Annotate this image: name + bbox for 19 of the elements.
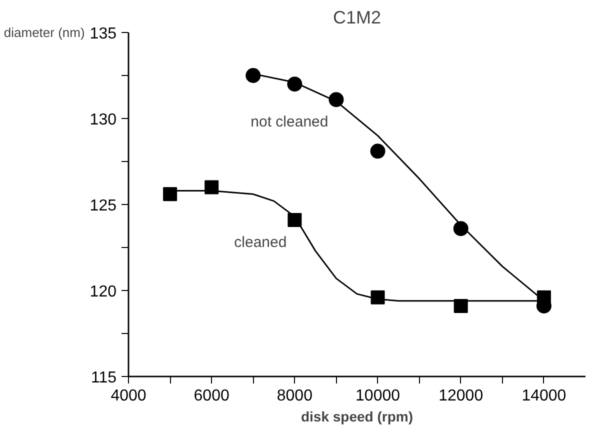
x-tick-label: 8000	[276, 388, 313, 404]
point	[246, 68, 261, 83]
y-tick-label: 130	[90, 112, 117, 128]
series-label: cleaned	[234, 234, 287, 251]
point	[370, 144, 386, 159]
chart-title: C1M2	[332, 8, 382, 28]
x-tick-label: 6000	[194, 388, 230, 404]
point	[163, 187, 178, 202]
series-label: not cleaned	[250, 114, 328, 131]
y-tick-label: 125	[90, 198, 117, 214]
y-tick-label: 120	[90, 284, 117, 300]
y-tick-label: 115	[90, 370, 117, 386]
x-tick-label: 10000	[356, 388, 400, 404]
x-tick-label: 4000	[110, 388, 146, 404]
x-axis-title: disk speed (rpm)	[300, 408, 414, 424]
y-tick-label: 135	[90, 26, 117, 42]
x-tick-label: 12000	[438, 388, 484, 404]
x-tick-label: 14000	[522, 388, 566, 404]
y-axis-title: diameter (nm)	[4, 25, 85, 40]
